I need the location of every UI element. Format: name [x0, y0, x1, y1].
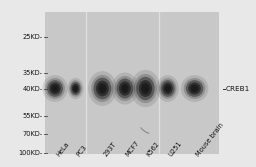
Ellipse shape	[119, 81, 131, 96]
Ellipse shape	[166, 86, 170, 91]
Ellipse shape	[112, 72, 138, 105]
Ellipse shape	[117, 78, 133, 99]
Ellipse shape	[163, 82, 173, 95]
Text: 100KD-: 100KD-	[19, 150, 43, 156]
Ellipse shape	[143, 85, 148, 92]
Text: 70KD-: 70KD-	[23, 131, 43, 137]
Ellipse shape	[123, 86, 127, 91]
Text: U251: U251	[168, 140, 183, 158]
Ellipse shape	[42, 75, 68, 102]
Text: HeLa: HeLa	[55, 141, 70, 158]
Ellipse shape	[72, 84, 79, 93]
Ellipse shape	[45, 78, 65, 99]
Ellipse shape	[161, 80, 175, 97]
Text: K562: K562	[145, 141, 161, 158]
Text: 293T: 293T	[102, 141, 117, 158]
Text: 35KD-: 35KD-	[23, 70, 43, 76]
Ellipse shape	[51, 85, 59, 93]
Text: 25KD-: 25KD-	[23, 34, 43, 40]
Ellipse shape	[98, 83, 107, 94]
Ellipse shape	[131, 70, 160, 107]
Ellipse shape	[100, 86, 105, 92]
Ellipse shape	[70, 82, 81, 95]
Ellipse shape	[164, 85, 171, 93]
Ellipse shape	[88, 71, 117, 106]
Ellipse shape	[49, 82, 61, 95]
Ellipse shape	[134, 74, 157, 103]
Ellipse shape	[136, 77, 155, 100]
Ellipse shape	[121, 84, 129, 93]
Text: 40KD-: 40KD-	[23, 86, 43, 92]
Ellipse shape	[47, 80, 63, 97]
Ellipse shape	[91, 75, 114, 102]
Ellipse shape	[53, 86, 57, 91]
Ellipse shape	[159, 78, 176, 99]
Ellipse shape	[139, 80, 152, 97]
Ellipse shape	[190, 85, 199, 93]
Ellipse shape	[69, 80, 82, 97]
Bar	[45, 12, 219, 154]
Ellipse shape	[186, 80, 203, 97]
Ellipse shape	[192, 86, 197, 91]
Text: PC3: PC3	[76, 144, 88, 158]
Text: Mouse brain: Mouse brain	[195, 122, 225, 158]
Text: MCF7: MCF7	[125, 140, 141, 158]
Ellipse shape	[114, 76, 135, 101]
Ellipse shape	[156, 75, 179, 102]
Ellipse shape	[184, 78, 206, 99]
Ellipse shape	[96, 81, 109, 96]
Text: CREB1: CREB1	[226, 86, 250, 92]
Ellipse shape	[181, 75, 208, 102]
Ellipse shape	[93, 78, 111, 99]
Ellipse shape	[67, 78, 84, 99]
Ellipse shape	[73, 85, 78, 92]
Ellipse shape	[74, 87, 77, 90]
Ellipse shape	[141, 83, 150, 94]
Text: 55KD-: 55KD-	[23, 113, 43, 119]
Ellipse shape	[188, 82, 201, 95]
